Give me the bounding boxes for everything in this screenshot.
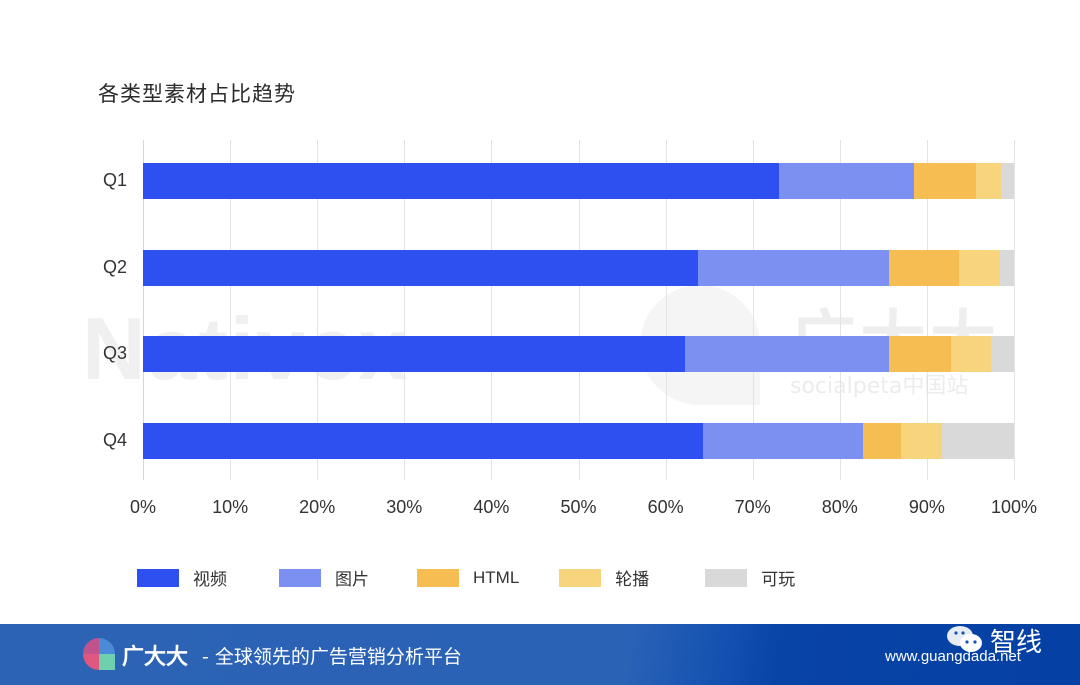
bar-segment[interactable] [778, 163, 914, 199]
bar-segment[interactable] [951, 336, 992, 372]
gridline [926, 140, 928, 480]
bar-segment[interactable] [143, 250, 698, 286]
legend-item[interactable]: 图片 [279, 565, 369, 590]
bar-segment[interactable] [1000, 250, 1014, 286]
footer-url[interactable]: www.guangdada.net [885, 648, 1021, 665]
wechat-icon [947, 626, 982, 652]
legend: 视频 图片 HTML 轮播 可玩 [137, 565, 795, 590]
legend-swatch-icon [417, 568, 459, 587]
bar-segment[interactable] [913, 163, 976, 199]
gridline [404, 140, 406, 480]
gridline [317, 140, 319, 480]
x-tick-label: 60% [647, 497, 684, 517]
x-tick-label: 80% [821, 497, 858, 517]
footer-slogan: - 全球领先的广告营销分析平台 [202, 646, 462, 668]
x-tick-label: 20% [299, 497, 336, 517]
gridline [752, 140, 754, 480]
legend-label: 可玩 [761, 570, 796, 589]
x-tick-label: 70% [734, 497, 771, 517]
chart-title: 各类型素材占比趋势 [98, 82, 296, 106]
bar-segment[interactable] [684, 336, 889, 372]
bar-q2 [143, 250, 1014, 286]
legend-item[interactable]: 轮播 [559, 565, 649, 590]
bar-segment[interactable] [991, 336, 1014, 372]
bar-segment[interactable] [703, 423, 864, 459]
bar-segment[interactable] [863, 423, 901, 459]
legend-label: HTML [473, 567, 520, 587]
footer-banner: 广大大 - 全球领先的广告营销分析平台 www.guangdada.net [0, 624, 1080, 685]
bar-segment[interactable] [697, 250, 889, 286]
plot-area [143, 140, 1015, 480]
bar-segment[interactable] [143, 423, 704, 459]
bar-q3 [143, 336, 1014, 372]
bar-segment[interactable] [975, 163, 1001, 199]
bar-q4 [143, 423, 1014, 459]
x-tick-label: 30% [386, 497, 423, 517]
legend-swatch-icon [559, 568, 602, 587]
footer-brand: 广大大 [122, 645, 189, 670]
legend-item[interactable]: 可玩 [705, 565, 795, 590]
x-tick-label: 10% [212, 497, 249, 517]
x-tick-label: 40% [473, 497, 510, 517]
bar-q1 [143, 163, 1014, 199]
legend-label: 轮播 [615, 570, 650, 589]
bar-segment[interactable] [888, 336, 952, 372]
y-tick-label: Q4 [102, 430, 127, 450]
guangdada-logo-icon [83, 638, 115, 670]
y-tick-label: Q1 [102, 170, 127, 190]
x-tick-label: 50% [560, 497, 597, 517]
x-tick-label: 100% [990, 497, 1038, 517]
y-tick-label: Q3 [102, 343, 127, 363]
bar-segment[interactable] [888, 250, 960, 286]
gridline [839, 140, 841, 480]
bar-segment[interactable] [900, 423, 942, 459]
legend-label: 视频 [193, 570, 227, 589]
legend-swatch-icon [279, 568, 321, 587]
bar-segment[interactable] [1000, 163, 1014, 199]
legend-item[interactable]: 视频 [137, 565, 227, 590]
gridline [1014, 140, 1015, 480]
bar-segment[interactable] [941, 423, 1014, 459]
x-tick-label: 0% [129, 497, 157, 517]
legend-swatch-icon [705, 568, 748, 587]
bar-segment[interactable] [959, 250, 1001, 286]
y-tick-label: Q2 [102, 257, 127, 277]
bar-segment[interactable] [143, 163, 779, 199]
y-axis-line [143, 140, 144, 480]
wechat-account-name: 智线 [990, 628, 1043, 658]
gridline [491, 140, 493, 480]
legend-swatch-icon [137, 568, 179, 587]
legend-label: 图片 [335, 570, 369, 589]
bar-segment[interactable] [143, 336, 685, 372]
gridline [230, 140, 232, 480]
x-tick-label: 90% [908, 497, 945, 517]
gridline [665, 140, 667, 480]
legend-item[interactable]: HTML [417, 568, 519, 588]
gridline [578, 140, 580, 480]
